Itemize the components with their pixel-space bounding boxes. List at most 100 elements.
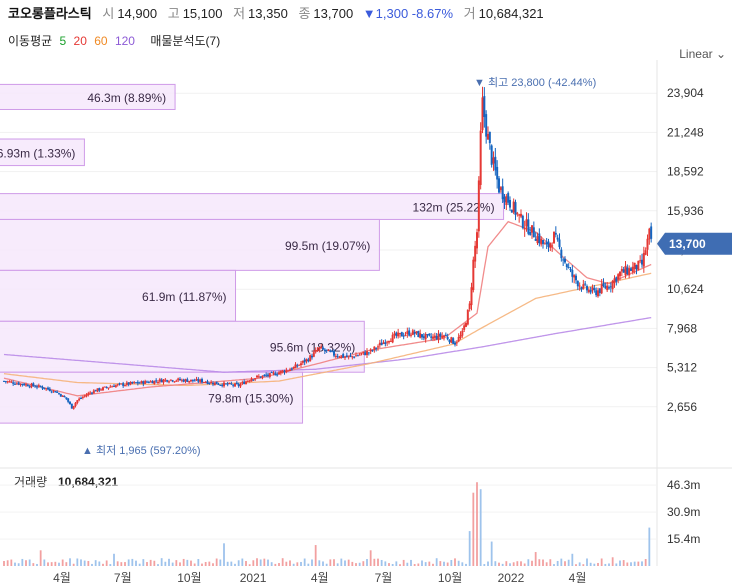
candle-body xyxy=(554,232,557,235)
candle-body xyxy=(595,290,598,296)
candle-body xyxy=(72,405,75,409)
candle-body xyxy=(410,334,412,336)
candle-body xyxy=(76,400,79,403)
candle-body xyxy=(351,356,354,358)
candle-body xyxy=(252,379,255,381)
candle-body xyxy=(276,374,279,376)
candle-body xyxy=(4,381,7,383)
ma-legend-label[interactable]: 이동평균 xyxy=(8,34,53,48)
volume-bar xyxy=(600,558,603,566)
volume-bar xyxy=(604,563,607,566)
candle-body xyxy=(507,193,510,203)
candle-body xyxy=(578,285,581,287)
volume-pane-label: 거래량 xyxy=(14,475,47,489)
candle-body xyxy=(254,378,257,380)
scale-selector[interactable]: Linear ⌄ xyxy=(679,47,726,61)
volume-bar xyxy=(446,562,449,566)
candle-body xyxy=(543,243,546,245)
volume-bar xyxy=(270,562,273,566)
quote-header: 코오롱플라스틱 시 14,900 고 15,100 저 13,350 종 13,700 … xyxy=(8,3,544,22)
candle-body xyxy=(26,384,29,387)
candle-body xyxy=(318,347,321,350)
candle-body xyxy=(571,269,574,277)
volume-bar xyxy=(432,563,434,566)
candle-body xyxy=(435,336,438,340)
volume-bar xyxy=(267,559,269,566)
volume-bar xyxy=(593,563,596,566)
volume-bar xyxy=(468,531,471,566)
candle-body xyxy=(615,277,618,282)
candle-body xyxy=(131,381,134,384)
candle-body xyxy=(441,335,444,338)
candle-body xyxy=(179,378,181,381)
candle-body xyxy=(334,356,337,358)
candle-body xyxy=(375,348,378,350)
volume-bar xyxy=(186,559,189,566)
ma5-legend: 5 xyxy=(59,34,67,48)
candle-body xyxy=(221,384,224,386)
volume-bar xyxy=(366,559,368,566)
candle-body xyxy=(25,384,27,386)
volume-bar xyxy=(417,563,420,566)
candle-body xyxy=(413,331,416,335)
candle-body xyxy=(234,383,236,387)
candle-body xyxy=(265,374,268,376)
volume-bar xyxy=(54,561,57,566)
volume-bar xyxy=(204,561,207,566)
candle-body xyxy=(329,350,332,352)
volume-bar xyxy=(230,561,233,566)
candle-body xyxy=(567,267,570,269)
volume-bar xyxy=(597,562,599,566)
stock-name[interactable]: 코오롱플라스틱 xyxy=(8,6,92,21)
candle-body xyxy=(529,232,532,235)
volume-profile-legend[interactable]: 매물분석도(7) xyxy=(150,34,221,48)
candle-body xyxy=(193,380,196,382)
volume-bar xyxy=(259,559,262,566)
candle-body xyxy=(461,330,464,336)
candle-body xyxy=(127,382,130,385)
volume-bar xyxy=(91,563,93,566)
candle-body xyxy=(626,267,629,275)
candle-body xyxy=(428,333,431,336)
volume-bar xyxy=(457,560,460,566)
candle-body xyxy=(125,382,128,385)
volume-bar xyxy=(80,559,82,566)
candle-body xyxy=(360,353,363,355)
volume-bar xyxy=(300,561,302,566)
candle-body xyxy=(494,156,497,171)
candle-body xyxy=(604,285,607,289)
candle-body xyxy=(103,386,106,388)
candle-body xyxy=(69,401,71,405)
candle-body xyxy=(512,201,515,213)
candle-body xyxy=(146,381,148,383)
candle-body xyxy=(380,342,383,346)
volume-bar xyxy=(641,561,643,566)
candle-body xyxy=(6,381,9,383)
candle-body xyxy=(589,290,592,293)
candle-body xyxy=(477,180,480,232)
current-price-badge xyxy=(657,232,732,255)
candle-body xyxy=(384,342,387,345)
candle-body xyxy=(366,351,368,356)
candle-body xyxy=(140,381,143,384)
volume-bar xyxy=(102,563,104,566)
candle-body xyxy=(606,285,609,291)
candle-body xyxy=(47,387,49,390)
candle-body xyxy=(609,286,612,288)
volume-bar xyxy=(6,560,9,566)
volume-bar xyxy=(391,563,394,566)
volume-bar xyxy=(454,558,456,566)
candle-body xyxy=(498,178,500,193)
candle-body xyxy=(67,398,70,402)
candle-body xyxy=(107,387,110,389)
candle-body xyxy=(542,240,544,244)
x-tick-label: 10월 xyxy=(438,571,462,585)
volume-bar xyxy=(135,560,137,566)
volume-bar xyxy=(630,562,632,566)
volume-bar xyxy=(564,561,566,566)
volume-bar xyxy=(318,560,321,566)
candle-body xyxy=(487,134,489,140)
candle-body xyxy=(499,187,502,191)
candle-body xyxy=(105,387,108,389)
